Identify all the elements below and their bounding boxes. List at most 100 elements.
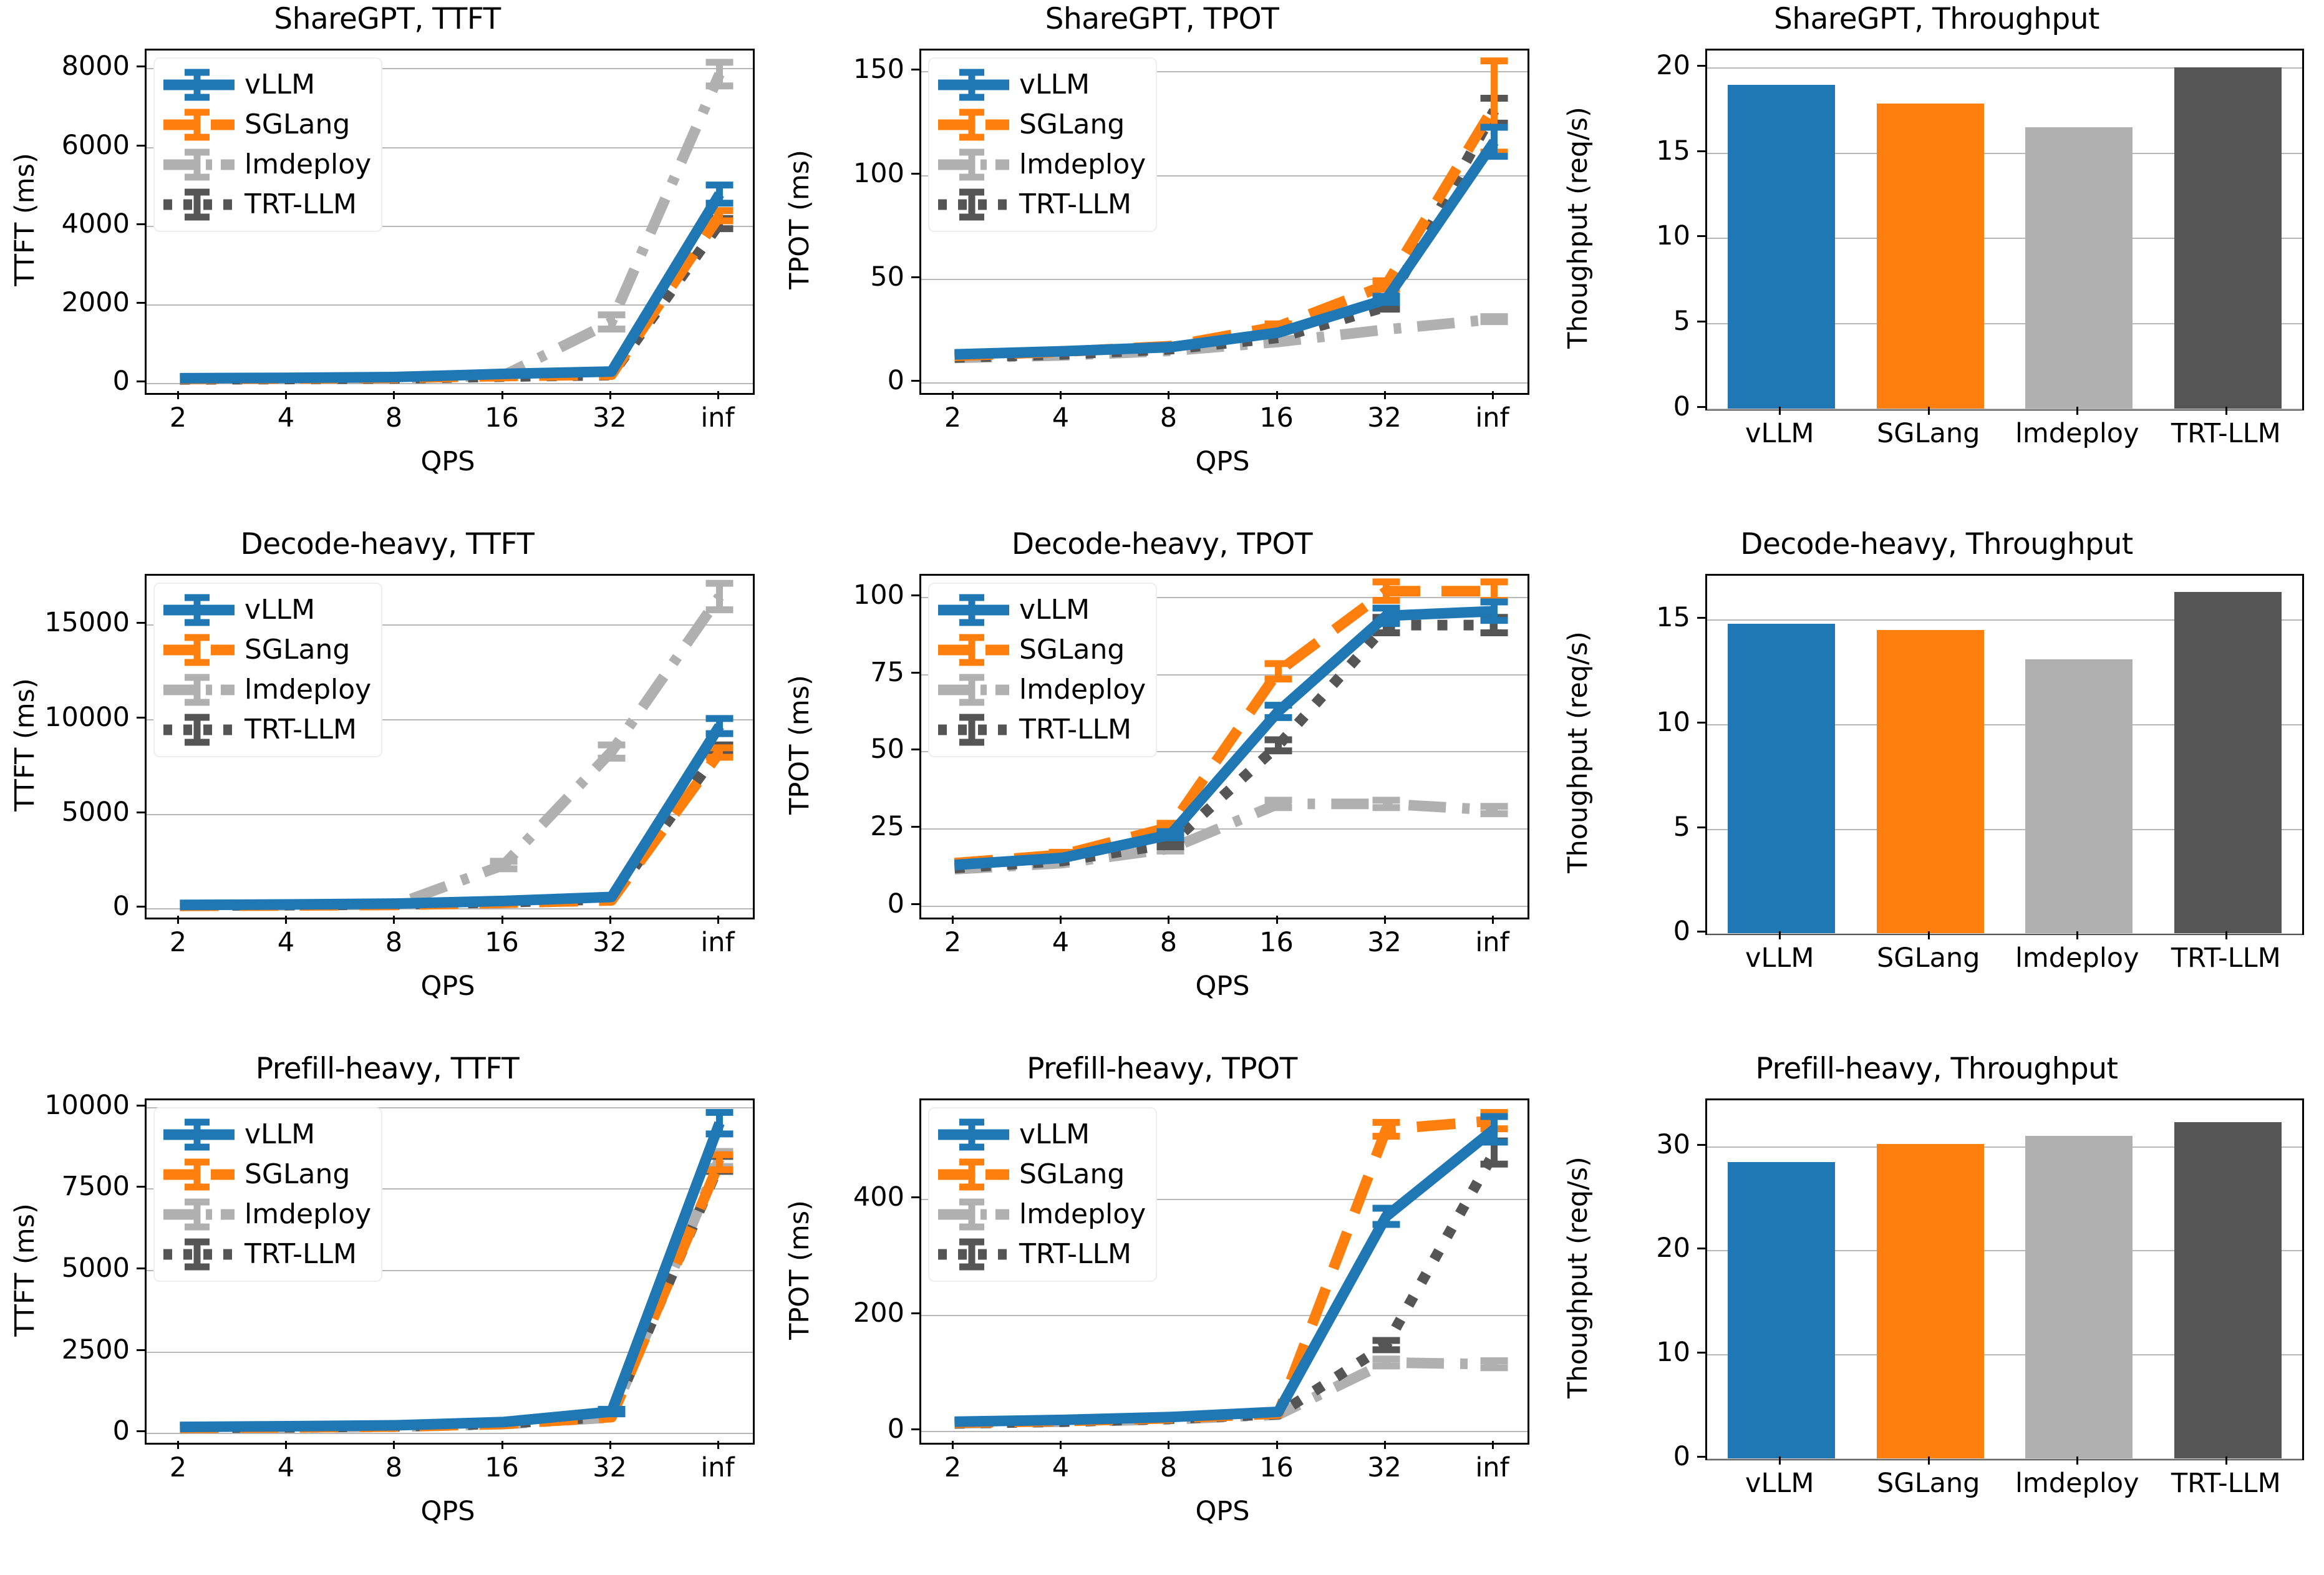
plot-area xyxy=(919,573,1529,920)
y-tick-mark xyxy=(1697,1455,1705,1458)
legend-item-lmdeploy: lmdeploy xyxy=(937,1195,1146,1234)
y-tick-label: 15 xyxy=(1656,135,1690,167)
panel-title: ShareGPT, Throughput xyxy=(1774,2,2100,36)
error-bar xyxy=(1372,578,1400,604)
legend-item-lmdeploy: lmdeploy xyxy=(937,145,1146,185)
x-tick-mark xyxy=(1927,406,1930,415)
legend-label: SGLang xyxy=(245,109,351,140)
x-tick-label: 2 xyxy=(169,1451,187,1483)
y-tick-mark xyxy=(137,1186,145,1188)
error-bar xyxy=(1480,598,1508,624)
series-line-TRT-LLM xyxy=(954,619,1494,873)
gridline xyxy=(921,1199,1528,1201)
series-line-SGLang xyxy=(180,749,724,911)
x-tick-mark xyxy=(1383,916,1386,924)
legend-label: lmdeploy xyxy=(245,148,372,180)
legend-label: TRT-LLM xyxy=(1019,713,1131,745)
error-bar xyxy=(1372,1355,1400,1370)
legend-swatch-icon xyxy=(937,674,1010,706)
x-tick-mark xyxy=(2225,931,2227,940)
legend-item-lmdeploy: lmdeploy xyxy=(162,145,371,185)
legend-swatch-icon xyxy=(937,1238,1010,1271)
gridline xyxy=(921,905,1528,907)
x-tick-label: 4 xyxy=(1052,1451,1070,1483)
x-tick-mark xyxy=(1276,1440,1278,1449)
gridline xyxy=(1707,1250,2302,1252)
series-line-TRT-LLM xyxy=(180,746,724,911)
gridline xyxy=(1707,67,2302,69)
gridline xyxy=(921,175,1528,177)
legend-swatch-icon xyxy=(162,1158,236,1191)
bar-vLLM xyxy=(1728,84,1836,409)
bar-SGLang xyxy=(1876,1144,1984,1458)
y-tick-mark xyxy=(1697,150,1705,152)
x-axis-label: QPS xyxy=(1195,971,1250,1002)
y-tick-label: 150 xyxy=(853,54,904,85)
y-tick-label: 20 xyxy=(1656,50,1690,82)
legend-label: TRT-LLM xyxy=(245,1238,357,1271)
gridline xyxy=(1707,323,2302,325)
x-tick-mark xyxy=(2076,931,2079,940)
gridline xyxy=(1707,1146,2302,1148)
x-tick-mark xyxy=(2076,406,2079,415)
bar-lmdeploy xyxy=(2025,659,2133,934)
y-tick-mark xyxy=(911,172,919,175)
x-tick-mark xyxy=(393,390,395,399)
y-tick-mark xyxy=(1697,1143,1705,1146)
x-tick-mark xyxy=(952,916,954,924)
bar-lmdeploy xyxy=(2025,1136,2133,1458)
series-layer xyxy=(954,1109,1508,1429)
legend-item-SGLang: SGLang xyxy=(937,630,1146,670)
x-tick-mark xyxy=(2076,1456,2079,1465)
x-tick-mark xyxy=(501,916,503,924)
panel-title: ShareGPT, TTFT xyxy=(274,2,501,36)
x-tick-mark xyxy=(1383,1440,1386,1449)
legend-label: lmdeploy xyxy=(245,673,372,705)
series-line-vLLM xyxy=(180,191,724,384)
x-tick-mark xyxy=(1168,1440,1170,1449)
error-bar xyxy=(1156,828,1184,841)
legend-swatch-icon xyxy=(162,1198,236,1231)
x-tick-label: 32 xyxy=(593,1451,627,1483)
panel-decode-throughput: Decode-heavy, Throughput 0 5 10 15 Thoughput … xyxy=(1549,525,2324,1050)
legend-swatch-icon xyxy=(937,1158,1010,1191)
y-tick-label: 0 xyxy=(112,891,130,923)
legend-swatch-icon xyxy=(162,109,236,141)
series-line-vLLM xyxy=(954,138,1499,360)
y-tick-mark xyxy=(1697,617,1705,619)
bar-TRT-LLM xyxy=(2174,67,2282,409)
y-tick-mark xyxy=(1697,65,1705,67)
gridline xyxy=(147,1188,753,1190)
gridline xyxy=(921,828,1528,830)
x-tick-mark xyxy=(177,916,180,924)
x-tick-label: 16 xyxy=(485,1451,519,1483)
x-tick-mark xyxy=(501,390,503,399)
x-tick-label: 4 xyxy=(277,1451,295,1483)
panel-title: Decode-heavy, TTFT xyxy=(240,526,535,561)
x-tick-mark xyxy=(393,1440,395,1449)
plot-area xyxy=(1705,49,2304,410)
error-bar xyxy=(598,741,626,762)
y-tick-mark xyxy=(911,380,919,382)
error-bar xyxy=(1372,797,1400,811)
x-tick-mark xyxy=(1168,916,1170,924)
y-tick-mark xyxy=(911,671,919,674)
y-tick-label: 5000 xyxy=(61,796,130,828)
gridline xyxy=(147,813,753,815)
legend: vLLM SGLang lmdeploy TRT-LLM xyxy=(928,57,1158,232)
gridline xyxy=(147,382,753,384)
y-tick-mark xyxy=(1697,321,1705,323)
error-bar xyxy=(705,715,734,737)
x-tick-mark xyxy=(1491,916,1494,924)
error-bar xyxy=(1480,313,1508,326)
y-tick-mark xyxy=(137,380,145,382)
gridline xyxy=(1707,724,2302,725)
x-tick-label: vLLM xyxy=(1745,417,1814,449)
legend-swatch-icon xyxy=(937,594,1010,626)
y-tick-mark xyxy=(137,223,145,225)
x-tick-mark xyxy=(1491,1440,1494,1449)
legend-label: lmdeploy xyxy=(1019,673,1146,705)
x-tick-mark xyxy=(1927,1456,1930,1465)
error-bar xyxy=(705,579,734,613)
